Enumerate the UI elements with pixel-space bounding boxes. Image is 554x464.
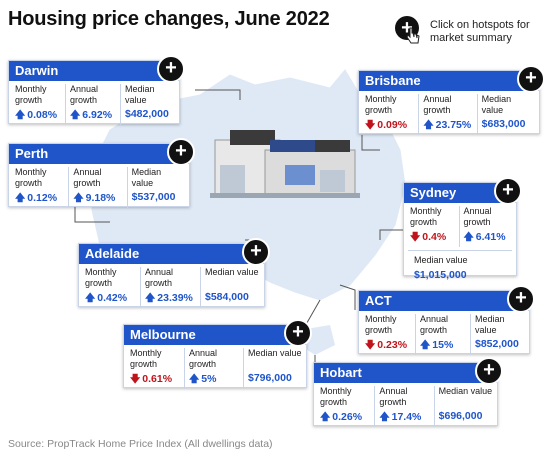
card-title: Brisbane	[359, 71, 539, 91]
arrow-up-icon: 🡅	[189, 374, 200, 385]
card-perth[interactable]: Perth + Monthly growth 🡅 0.12% Annual grow…	[8, 138, 195, 208]
plus-icon[interactable]: +	[157, 55, 185, 83]
hotspot-hint: + Click on hotspots for market summary	[395, 16, 550, 56]
monthly-growth-label: Monthly growth	[15, 84, 47, 105]
median-value-label: Median value	[414, 255, 468, 265]
median-value: $683,000	[481, 118, 526, 130]
annual-growth-label: Annual growth	[420, 314, 449, 335]
plus-icon[interactable]: +	[475, 357, 503, 385]
annual-growth-value: 9.18%	[85, 192, 116, 204]
arrow-up-icon: 🡅	[85, 293, 96, 304]
arrow-up-icon: 🡅	[423, 120, 434, 131]
arrow-up-icon: 🡅	[379, 412, 390, 423]
arrow-up-icon: 🡅	[145, 293, 156, 304]
plus-icon[interactable]: +	[242, 238, 270, 266]
annual-growth-value: 23.39%	[157, 292, 193, 304]
arrow-up-icon: 🡅	[15, 193, 26, 204]
monthly-growth-value: 0.09%	[377, 119, 408, 131]
monthly-growth-label: Monthly growth	[410, 206, 442, 227]
card-brisbane[interactable]: Brisbane + Monthly growth 🡇 0.09% Annual g…	[358, 65, 545, 135]
card-title: Adelaide	[79, 244, 264, 264]
median-value-label: Median value	[481, 94, 512, 115]
monthly-growth-label: Monthly growth	[365, 314, 397, 335]
card-title: Sydney	[404, 183, 516, 203]
source-note: Source: PropTrack Home Price Index (All …	[8, 438, 273, 450]
monthly-growth-value: 0.23%	[377, 339, 408, 351]
plus-icon[interactable]: +	[494, 177, 522, 205]
annual-growth-label: Annual growth	[463, 206, 492, 227]
annual-growth-label: Annual growth	[70, 84, 99, 105]
annual-growth-value: 6.41%	[475, 231, 506, 243]
annual-growth-label: Annual growth	[73, 167, 102, 188]
card-act[interactable]: ACT + Monthly growth 🡇 0.23% Annual growth…	[358, 285, 535, 355]
page-title: Housing price changes, June 2022	[8, 8, 330, 30]
connector-act	[339, 284, 356, 310]
monthly-growth-label: Monthly growth	[15, 167, 47, 188]
median-value: $482,000	[125, 108, 169, 120]
annual-growth-value: 5%	[201, 373, 217, 385]
monthly-growth-label: Monthly growth	[85, 267, 117, 288]
arrow-down-icon: 🡇	[130, 374, 141, 385]
card-adelaide[interactable]: Adelaide + Monthly growth 🡅 0.42% Annual g…	[78, 238, 270, 308]
monthly-growth-label: Monthly growth	[320, 386, 352, 407]
plus-icon[interactable]: +	[517, 65, 545, 93]
arrow-down-icon: 🡇	[410, 232, 421, 243]
annual-growth-label: Annual growth	[145, 267, 174, 288]
median-value: $1,015,000	[414, 269, 467, 281]
plus-icon[interactable]: +	[507, 285, 535, 313]
hand-cursor-icon	[406, 27, 420, 44]
monthly-growth-value: 0.61%	[142, 373, 173, 385]
arrow-up-icon: 🡅	[70, 110, 81, 121]
median-value-label: Median value	[131, 167, 162, 188]
monthly-growth-label: Monthly growth	[365, 94, 397, 115]
card-hobart[interactable]: Hobart + Monthly growth 🡅 0.26% Annual gro…	[313, 357, 503, 427]
card-title: Hobart	[314, 363, 497, 383]
card-title: Perth	[9, 144, 189, 164]
connector-brisbane	[361, 135, 380, 151]
hint-text: Click on hotspots for market summary	[430, 19, 530, 44]
annual-growth-value: 15%	[432, 339, 454, 351]
arrow-up-icon: 🡅	[463, 232, 474, 243]
median-value: $537,000	[131, 191, 176, 203]
monthly-growth-value: 0.26%	[332, 411, 363, 423]
median-value-label: Median value	[125, 84, 155, 105]
arrow-up-icon: 🡅	[73, 193, 84, 204]
arrow-down-icon: 🡇	[365, 120, 376, 131]
card-sydney[interactable]: Sydney + Monthly growth 🡇 0.4% Annual grow…	[403, 177, 522, 281]
arrow-up-icon: 🡅	[320, 412, 331, 423]
annual-growth-value: 17.4%	[391, 411, 422, 423]
median-value: $584,000	[205, 291, 249, 303]
monthly-growth-value: 0.12%	[27, 192, 58, 204]
house-illustration	[210, 130, 360, 198]
annual-growth-label: Annual growth	[189, 348, 218, 369]
card-title: Melbourne	[124, 325, 306, 345]
median-value: $696,000	[438, 410, 483, 422]
arrow-up-icon: 🡅	[420, 340, 431, 351]
median-value-label: Median value	[438, 386, 493, 396]
card-title: Darwin	[9, 61, 179, 81]
monthly-growth-value: 0.42%	[97, 292, 128, 304]
annual-growth-label: Annual growth	[423, 94, 452, 115]
annual-growth-value: 6.92%	[82, 109, 113, 121]
arrow-up-icon: 🡅	[15, 110, 26, 121]
monthly-growth-value: 0.08%	[27, 109, 58, 121]
median-value-label: Median value	[205, 267, 259, 277]
median-value: $852,000	[475, 338, 519, 350]
annual-growth-value: 23.75%	[435, 119, 472, 131]
connector-sydney	[379, 229, 403, 240]
card-darwin[interactable]: Darwin + Monthly growth 🡅 0.08% Annual gro…	[8, 55, 185, 125]
median-value-label: Median value	[248, 348, 302, 358]
card-melbourne[interactable]: Melbourne + Monthly growth 🡇 0.61% Annual …	[123, 319, 312, 389]
plus-icon[interactable]: +	[167, 138, 195, 166]
monthly-growth-label: Monthly growth	[130, 348, 162, 369]
card-title: ACT	[359, 291, 529, 311]
arrow-down-icon: 🡇	[365, 340, 376, 351]
median-value-label: Median value	[475, 314, 505, 335]
plus-icon[interactable]: +	[284, 319, 312, 347]
median-value: $796,000	[248, 372, 292, 384]
connector-darwin	[195, 89, 241, 100]
monthly-growth-value: 0.4%	[422, 231, 447, 243]
annual-growth-label: Annual growth	[379, 386, 408, 407]
